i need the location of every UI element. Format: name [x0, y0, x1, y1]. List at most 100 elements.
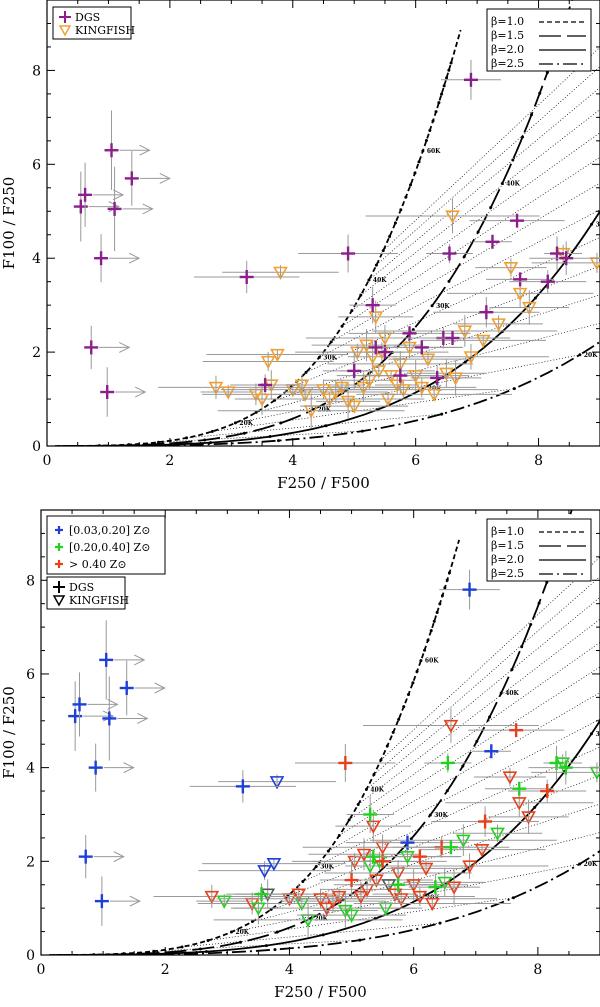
temperature-marker — [157, 440, 161, 444]
temperature-marker — [512, 387, 516, 391]
temperature-marker — [445, 76, 449, 80]
temperature-marker — [397, 717, 401, 721]
iso-temperature-line — [291, 265, 600, 388]
temperature-label: 30K — [323, 354, 337, 361]
temperature-marker — [268, 435, 272, 439]
temperature-marker — [533, 296, 537, 300]
temperature-marker — [571, 505, 574, 508]
kingfish-point — [475, 334, 491, 349]
temperature-marker — [404, 195, 408, 199]
x-axis-label: F250 / F500 — [274, 983, 367, 1001]
y-tick-label: 2 — [26, 854, 35, 870]
kingfish-point — [521, 301, 537, 316]
temperature-marker — [529, 623, 533, 627]
temperature-marker — [447, 571, 451, 575]
kingfish-point — [313, 893, 328, 907]
beta-legend-label: β=1.5 — [491, 539, 524, 552]
temperature-marker — [314, 865, 318, 869]
temperature-marker — [409, 183, 413, 187]
temperature-marker — [358, 938, 362, 942]
temperature-marker — [500, 181, 504, 185]
beta-legend-label: β=2.5 — [491, 567, 524, 580]
temperature-marker — [193, 443, 197, 446]
model-curve-beta-1.5 — [52, 510, 573, 955]
iso-temperature-line — [339, 666, 600, 836]
temperature-marker — [264, 944, 268, 948]
temperature-marker — [510, 668, 514, 672]
metallicity-legend-label: [0.20,0.40] Z⊙ — [69, 541, 150, 554]
kingfish-point — [316, 384, 331, 398]
kingfish-point — [426, 388, 442, 403]
temperature-marker — [521, 135, 525, 139]
beta-legend: β=1.0β=1.5β=2.0β=2.5 — [486, 8, 592, 72]
temperature-marker — [393, 221, 397, 225]
kingfish-point — [490, 827, 505, 841]
legend-kingfish-label: KINGFISH — [75, 24, 135, 37]
kingfish-point — [260, 355, 276, 370]
temperature-marker — [438, 602, 442, 606]
temperature-marker — [443, 586, 447, 590]
kingfish-point — [420, 353, 436, 367]
kingfish-legend-marker — [58, 25, 72, 37]
metallicity-legend: [0.03,0.20] Z⊙ [0.20,0.40] Z⊙ > 0.40 Z⊙ — [46, 515, 166, 575]
temperature-marker — [590, 222, 594, 226]
temperature-marker — [445, 578, 449, 582]
kingfish-point — [269, 776, 285, 790]
kingfish-point — [356, 381, 371, 395]
legend-dgs-label: DGS — [75, 11, 100, 24]
temperature-marker — [276, 439, 280, 443]
y-axis-label: F100 / F250 — [0, 177, 18, 270]
iso-temperature-line — [274, 294, 600, 401]
temperature-marker — [419, 659, 423, 663]
kingfish-point — [448, 372, 463, 386]
lower-limit-arrow-head — [119, 341, 131, 353]
temperature-marker — [275, 930, 279, 934]
temperature-marker — [417, 160, 421, 164]
x-tick-label: 8 — [534, 453, 543, 469]
temperature-marker — [529, 113, 533, 117]
kingfish-point — [503, 261, 519, 276]
kingfish-point — [412, 890, 428, 905]
temperature-marker — [430, 304, 434, 308]
temperature-marker — [537, 601, 541, 605]
temperature-label: 20K — [239, 420, 253, 427]
temperature-marker — [289, 385, 293, 389]
temperature-label: 40K — [370, 786, 384, 793]
temperature-label: 30K — [434, 812, 448, 819]
temperature-marker — [189, 952, 193, 955]
temperature-marker — [337, 834, 341, 838]
kingfish-point — [251, 902, 266, 916]
temperature-label: 20K — [584, 861, 598, 868]
kingfish-point — [463, 351, 479, 365]
temperature-marker — [329, 340, 333, 344]
temperature-marker — [279, 421, 283, 425]
iso-temperature-line — [252, 832, 600, 922]
metallicity-legend-box — [46, 515, 166, 575]
temperature-marker — [317, 355, 321, 359]
temperature-marker — [406, 692, 410, 696]
beta-legend-label: β=1.0 — [491, 15, 524, 28]
plot-area: 20K30K40K60K20K30K40K60K20K30K20K30K40K — [49, 426, 600, 955]
temperature-marker — [233, 421, 237, 425]
kingfish-point — [319, 902, 335, 916]
legend-dgs-label: DGS — [69, 581, 94, 594]
temperature-marker — [372, 772, 376, 776]
temperature-label: 30K — [436, 303, 450, 310]
kingfish-point — [353, 890, 369, 905]
temperature-marker — [402, 705, 406, 709]
kingfish-point — [511, 797, 527, 811]
metallicity-legend-label: [0.03,0.20] Z⊙ — [69, 524, 150, 537]
iso-temperature-line — [182, 922, 441, 948]
temperature-marker — [204, 950, 208, 954]
temperature-marker — [596, 426, 599, 429]
kingfish-point — [204, 890, 220, 905]
temperature-marker — [203, 438, 207, 442]
temperature-marker — [356, 803, 360, 807]
lower-limit-arrow-head — [129, 895, 141, 907]
kingfish-point — [266, 858, 282, 872]
temperature-label: 20K — [235, 929, 249, 936]
x-tick-label: 2 — [165, 453, 174, 469]
